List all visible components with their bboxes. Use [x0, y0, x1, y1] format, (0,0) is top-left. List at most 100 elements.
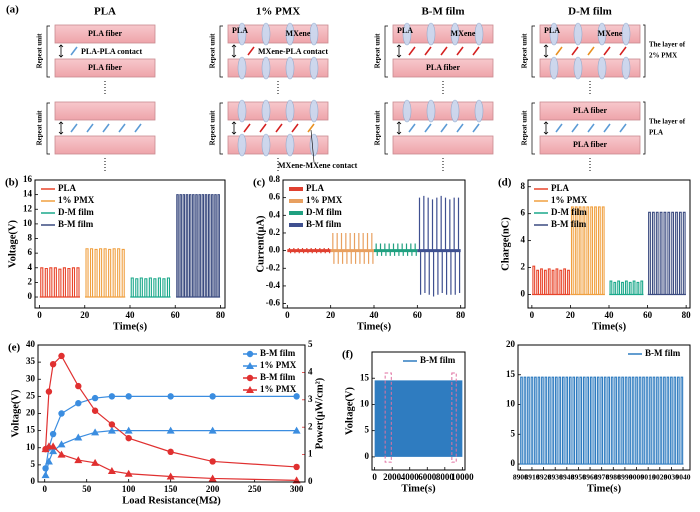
y-tick-label: 0 — [31, 476, 36, 486]
pulse — [648, 211, 651, 295]
spike — [371, 232, 374, 264]
pulse — [593, 376, 597, 465]
spike — [388, 243, 391, 256]
mxene-flake — [597, 22, 607, 46]
y-axis-label: Current(μA) — [255, 215, 266, 273]
repeat-unit-label: Repeat unit — [521, 33, 529, 68]
x-tick-label: 0 — [372, 472, 377, 482]
marker — [58, 352, 65, 360]
marker — [124, 426, 133, 434]
marker — [91, 394, 99, 402]
spike — [431, 199, 435, 297]
pulse — [589, 376, 593, 465]
fiber — [539, 58, 641, 78]
pulse — [182, 194, 186, 298]
x-tick-label: 0 — [37, 310, 42, 320]
spike — [358, 232, 361, 264]
pulse — [188, 194, 192, 298]
repeat-unit-label: Repeat unit — [374, 33, 382, 68]
y-axis-label: Voltage(V) — [344, 386, 355, 435]
pulse — [631, 376, 635, 465]
spike — [444, 197, 448, 295]
schematic-text: MXene — [286, 29, 311, 38]
x-axis-label: Time(s) — [113, 321, 148, 332]
spike — [375, 243, 378, 256]
mxene-flake — [237, 22, 247, 46]
y-tick-label: 20 — [506, 339, 516, 349]
x-tick-label: 40 — [370, 310, 380, 320]
repeat-unit-label: Repeat unit — [521, 110, 529, 145]
mxene-flake — [261, 56, 271, 80]
contact — [247, 46, 255, 56]
pulse — [624, 280, 628, 295]
contact — [424, 123, 432, 133]
contact — [587, 123, 595, 133]
spike — [423, 195, 426, 293]
legend-label: PLA — [58, 183, 77, 193]
pulse — [559, 269, 563, 295]
schematic-text: PLA-PLA contact — [81, 47, 142, 56]
spike — [453, 197, 456, 295]
spike — [353, 232, 357, 264]
marker — [208, 474, 217, 482]
gap-arrow — [231, 121, 237, 135]
schematic-text: The layer of — [649, 118, 686, 126]
pulse — [148, 277, 152, 298]
contact — [456, 123, 464, 133]
legend-label: D-M film — [306, 207, 342, 217]
pulse — [586, 376, 590, 465]
spike — [427, 197, 430, 295]
x-tick-label: 8960 — [583, 473, 598, 482]
x-tick-label: 8000 — [436, 472, 455, 482]
layer-bracket — [643, 101, 646, 155]
x-tick-label: 6000 — [418, 472, 437, 482]
pulse — [610, 376, 614, 465]
x-tick-label: 100 — [122, 484, 136, 494]
legend-label: B-M film — [260, 348, 296, 358]
zoom-box — [451, 372, 457, 463]
pulse — [636, 281, 640, 295]
spike — [405, 243, 409, 256]
pulse — [217, 194, 220, 298]
spike — [379, 243, 383, 256]
pulse — [678, 211, 682, 295]
x-tick-label: 300 — [290, 484, 304, 494]
plot-frame — [282, 179, 466, 309]
y-tick-label: -0.6 — [266, 298, 281, 308]
pulse — [157, 277, 161, 298]
x-tick-label: 4000 — [401, 472, 420, 482]
mxene-flake — [285, 99, 295, 123]
pulse — [179, 194, 182, 298]
pulse — [656, 376, 659, 465]
fiber — [54, 58, 156, 78]
pulse — [663, 211, 667, 295]
pulse — [572, 376, 576, 465]
spike — [449, 199, 452, 295]
schematic-text: PLA — [397, 26, 413, 35]
pulse — [198, 194, 201, 298]
gap-arrow — [58, 44, 64, 58]
spike — [336, 232, 339, 264]
y2-tick-label: 0 — [308, 476, 313, 486]
zoom-box — [384, 372, 392, 463]
pulse — [523, 376, 527, 465]
contact — [619, 123, 627, 133]
column-title: 1% PMX — [256, 6, 300, 18]
fiber — [392, 58, 494, 78]
legend-label: B-M film — [306, 219, 342, 229]
x-tick-label: 0 — [42, 484, 47, 494]
legend-label: PLA — [306, 183, 325, 193]
marker — [125, 393, 132, 400]
mxene-flake — [621, 22, 631, 46]
x-tick-label: 40 — [126, 310, 136, 320]
spike — [457, 197, 461, 293]
plot-frame — [371, 351, 466, 471]
marker — [49, 360, 57, 368]
pulse — [666, 376, 670, 465]
marker — [166, 472, 175, 480]
marker — [167, 448, 174, 456]
spike — [288, 247, 292, 254]
spike — [410, 243, 413, 256]
schematic-text: MXene-PLA contact — [258, 47, 328, 56]
marker — [58, 410, 65, 417]
